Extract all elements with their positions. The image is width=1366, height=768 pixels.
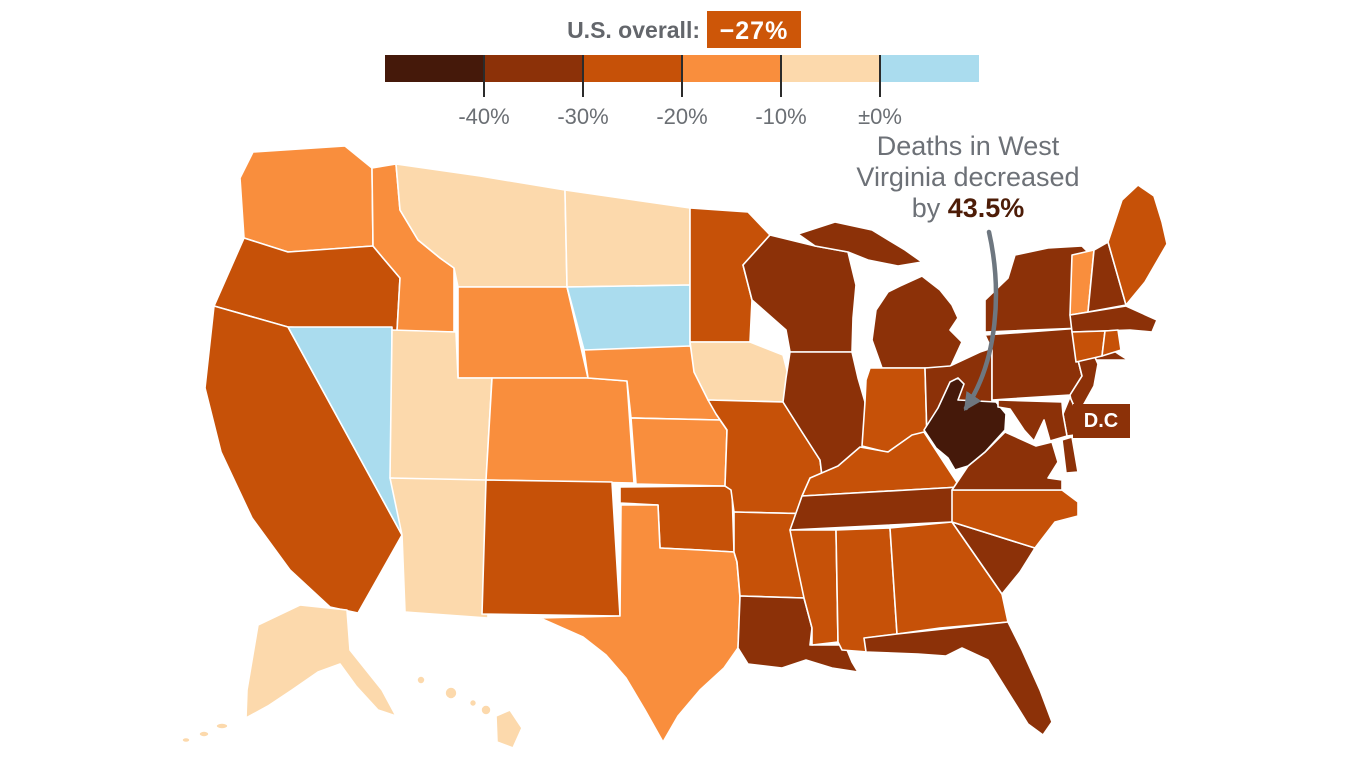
legend-tick-label: -40% xyxy=(458,104,509,129)
annotation-line3: by 43.5% xyxy=(912,193,1025,223)
legend-swatch-decline_0_10 xyxy=(781,55,880,82)
state-FL[interactable] xyxy=(863,621,1053,736)
legend-tick-label: -30% xyxy=(557,104,608,129)
annotation-value: 43.5% xyxy=(948,193,1025,223)
state-SD[interactable] xyxy=(566,284,691,351)
state-HI-island[interactable] xyxy=(416,675,426,685)
state-CO[interactable] xyxy=(485,377,635,484)
state-IA[interactable] xyxy=(689,341,791,403)
annotation-line2: Virginia decreased xyxy=(856,162,1079,192)
annotation-line3-prefix: by xyxy=(912,193,948,223)
legend-tick-label: ±0% xyxy=(858,104,902,129)
state-AZ[interactable] xyxy=(389,477,489,619)
state-WI[interactable] xyxy=(742,234,857,353)
legend-tick-label: -20% xyxy=(656,104,707,129)
state-HI-island[interactable] xyxy=(444,686,458,700)
state-MI-upper-peninsula[interactable] xyxy=(797,221,923,267)
state-AK-island[interactable] xyxy=(198,730,210,738)
state-PA[interactable] xyxy=(984,327,1083,401)
state-WY[interactable] xyxy=(457,286,589,379)
state-AK-island[interactable] xyxy=(181,736,191,744)
annotation-arrow xyxy=(963,229,999,411)
state-HI-big-island[interactable] xyxy=(495,709,523,749)
state-KS[interactable] xyxy=(630,417,728,487)
state-AK-island[interactable] xyxy=(215,722,229,730)
state-NM[interactable] xyxy=(481,479,621,617)
legend-tick-label: -10% xyxy=(755,104,806,129)
state-HI-island[interactable] xyxy=(468,698,478,708)
overall-value: −27% xyxy=(720,17,789,45)
state-WA[interactable] xyxy=(239,145,374,253)
state-TX[interactable] xyxy=(539,504,741,743)
state-MD[interactable] xyxy=(997,399,1068,442)
legend-colorbar xyxy=(385,55,979,82)
dc-label-text: D.C xyxy=(1084,410,1118,432)
state-HI-island[interactable] xyxy=(480,704,492,716)
overall-label: U.S. overall: xyxy=(567,17,700,43)
state-AL[interactable] xyxy=(835,527,898,653)
legend-swatch-decline_20_30 xyxy=(583,55,682,82)
overall-value-badge xyxy=(707,11,801,48)
state-VA-eastern-shore[interactable] xyxy=(1061,436,1079,474)
legend-swatch-decline_30_40 xyxy=(484,55,583,82)
annotation-line1: Deaths in West xyxy=(877,131,1060,161)
legend-swatch-decline_10_20 xyxy=(682,55,781,82)
state-ND[interactable] xyxy=(564,189,691,288)
state-WV[interactable] xyxy=(923,377,1007,471)
legend-ticks: -40% -30% -20% -10% ±0% xyxy=(458,55,902,129)
annotation: Deaths in West Virginia decreased by 43.… xyxy=(856,131,1080,411)
state-MI[interactable] xyxy=(871,275,963,369)
header: U.S. overall: −27% xyxy=(567,11,801,48)
dc-label-box[interactable] xyxy=(1073,404,1130,438)
state-MT[interactable] xyxy=(395,163,568,288)
state-NC[interactable] xyxy=(951,489,1079,549)
legend-swatch-decline_40_plus xyxy=(385,55,484,82)
state-RI[interactable] xyxy=(1101,329,1122,357)
legend-swatch-increase xyxy=(880,55,979,82)
states-layer xyxy=(181,145,1168,749)
state-AK[interactable] xyxy=(245,604,397,719)
state-ME[interactable] xyxy=(1107,184,1168,306)
dc-label[interactable]: D.C xyxy=(1073,404,1130,438)
